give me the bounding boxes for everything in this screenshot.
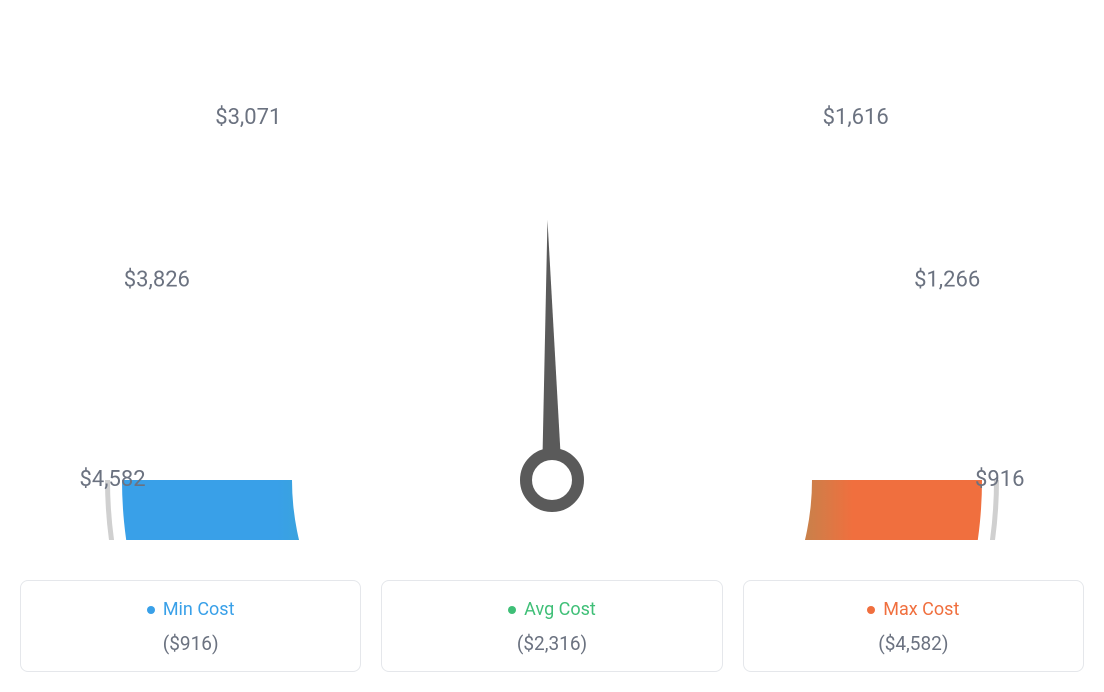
gauge-tick-minor (216, 222, 237, 238)
gauge-tick-major (900, 301, 936, 318)
legend-value-max: ($4,582) (754, 632, 1073, 655)
legend-label-max: Max Cost (754, 599, 1073, 620)
legend-label-avg: Avg Cost (392, 599, 711, 620)
gauge-tick-minor (138, 388, 163, 394)
legend-card-avg: Avg Cost ($2,316) (381, 580, 722, 672)
gauge-tick-minor (868, 222, 889, 238)
cost-gauge-chart: $916$1,266$1,616$2,316$3,071$3,826$4,582… (20, 20, 1084, 672)
gauge-tick-major (799, 155, 825, 186)
legend-value-avg: ($2,316) (392, 632, 711, 655)
gauge-tick-label: $4,582 (80, 467, 146, 492)
legend-value-min: ($916) (31, 632, 350, 655)
dot-min (147, 606, 155, 614)
legend-card-max: Max Cost ($4,582) (743, 580, 1084, 672)
legend-card-min: Min Cost ($916) (20, 580, 361, 672)
dot-avg (508, 606, 516, 614)
legend-label-max-text: Max Cost (883, 599, 959, 620)
gauge-tick-minor (356, 104, 368, 127)
gauge-svg: $916$1,266$1,616$2,316$3,071$3,826$4,582 (20, 20, 1084, 540)
gauge-tick-label: $1,266 (914, 267, 980, 292)
dot-max (867, 606, 875, 614)
gauge-tick-major (279, 155, 305, 186)
legend-label-avg-text: Avg Cost (524, 599, 596, 620)
gauge-tick-minor (941, 388, 966, 394)
gauge-tick-label: $916 (975, 467, 1024, 492)
gauge-tick-label: $3,826 (124, 267, 190, 292)
gauge-tick-label: $1,616 (823, 105, 889, 130)
gauge-tick-label: $3,071 (215, 105, 281, 130)
legend-label-min-text: Min Cost (163, 599, 235, 620)
gauge-area: $916$1,266$1,616$2,316$3,071$3,826$4,582 (20, 20, 1084, 540)
gauge-tick-major (168, 301, 204, 318)
legend-label-min: Min Cost (31, 599, 350, 620)
gauge-hub (526, 454, 578, 506)
legend-row: Min Cost ($916) Avg Cost ($2,316) Max Co… (20, 580, 1084, 672)
gauge-tick-minor (451, 68, 457, 93)
gauge-needle (542, 220, 562, 480)
gauge-tick-minor (736, 104, 748, 127)
gauge-tick-minor (647, 68, 653, 93)
